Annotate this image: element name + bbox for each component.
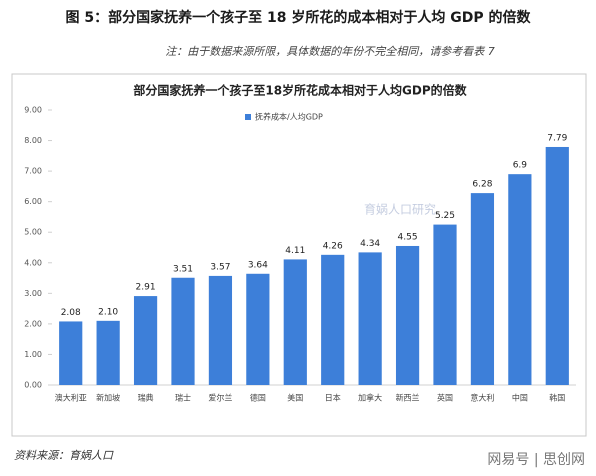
x-tick-label: 德国 xyxy=(250,393,266,403)
bar xyxy=(433,224,457,385)
figure-header: 图 5：部分国家抚养一个孩子至 18 岁所花的成本相对于人均 GDP 的倍数 xyxy=(66,9,532,26)
x-tick-label: 意大利 xyxy=(470,393,494,403)
data-label: 6.9 xyxy=(513,161,528,171)
x-tick-label: 澳大利亚 xyxy=(55,393,87,403)
bar xyxy=(96,320,120,385)
data-label: 2.91 xyxy=(136,283,156,293)
y-tick-label: 6.00 xyxy=(24,197,42,206)
data-label: 4.34 xyxy=(360,239,380,249)
x-tick-label: 英国 xyxy=(437,393,453,403)
x-tick-label: 爱尔兰 xyxy=(208,393,232,403)
bar xyxy=(283,259,307,385)
data-label: 5.25 xyxy=(435,211,455,221)
bar xyxy=(545,146,569,385)
x-tick-label: 瑞士 xyxy=(175,393,191,403)
data-label: 2.08 xyxy=(61,308,81,318)
bar xyxy=(395,245,420,385)
y-tick-label: 2.00 xyxy=(24,319,42,328)
data-label: 4.11 xyxy=(285,246,305,256)
footer-mark: 网易号 | 思创网 xyxy=(487,452,585,468)
bar xyxy=(321,254,345,385)
figure-note: 注：由于数据来源所限，具体数据的年份不完全相同，请参考看表 7 xyxy=(165,45,495,58)
data-label: 3.57 xyxy=(210,262,230,272)
y-tick-label: 5.00 xyxy=(24,228,42,237)
bar xyxy=(508,174,532,385)
bar xyxy=(171,277,195,385)
data-label: 4.55 xyxy=(398,232,418,242)
x-tick-label: 韩国 xyxy=(549,393,565,403)
data-label: 3.64 xyxy=(248,260,268,270)
y-tick-label: 1.00 xyxy=(24,350,42,359)
source-note: 资料来源：育娲人口 xyxy=(14,449,114,462)
data-label: 3.51 xyxy=(173,264,193,274)
watermark: 育娲人口研究 xyxy=(364,202,436,217)
bar xyxy=(208,275,233,385)
bar xyxy=(470,193,495,385)
legend-label: 抚养成本/人均GDP xyxy=(255,112,323,122)
x-tick-label: 瑞典 xyxy=(138,393,154,403)
x-tick-label: 新西兰 xyxy=(396,393,420,403)
y-tick-label: 4.00 xyxy=(24,258,42,267)
x-tick-label: 中国 xyxy=(512,393,528,403)
x-tick-label: 美国 xyxy=(287,393,303,403)
data-label: 6.28 xyxy=(472,180,492,190)
legend-swatch xyxy=(245,114,251,120)
x-tick-label: 新加坡 xyxy=(96,393,120,403)
data-label: 4.26 xyxy=(323,241,343,251)
data-label: 2.10 xyxy=(98,307,118,317)
bar xyxy=(133,296,158,385)
x-tick-label: 日本 xyxy=(325,393,341,403)
data-label: 7.79 xyxy=(547,133,567,143)
y-tick-label: 7.00 xyxy=(24,167,42,176)
bar xyxy=(246,273,270,385)
y-tick-label: 8.00 xyxy=(24,136,42,145)
y-tick-label: 3.00 xyxy=(24,289,42,298)
y-tick-label: 9.00 xyxy=(24,106,42,115)
y-tick-label: 0.00 xyxy=(24,381,42,390)
x-tick-label: 加拿大 xyxy=(358,393,382,403)
bar xyxy=(358,252,382,385)
chart-title: 部分国家抚养一个孩子至18岁所花成本相对于人均GDP的倍数 xyxy=(133,83,467,98)
bar xyxy=(59,321,83,385)
